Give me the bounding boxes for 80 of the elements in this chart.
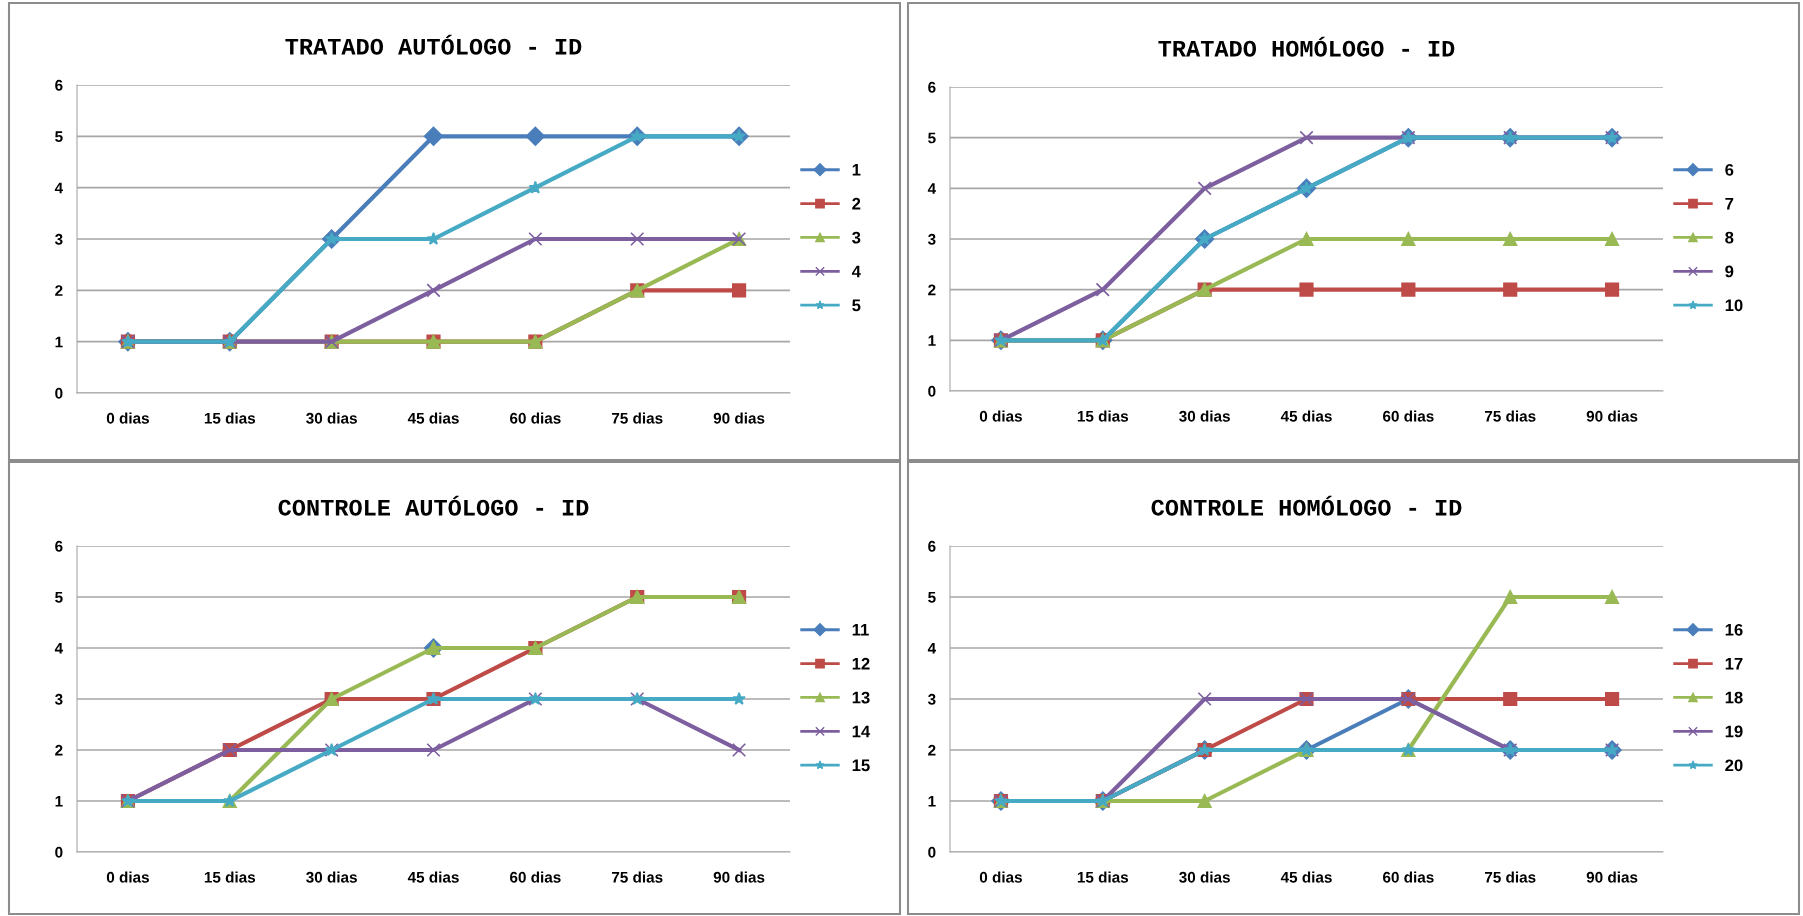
y-tick-label: 6 — [55, 540, 63, 552]
y-tick-label: 5 — [928, 132, 936, 144]
x-tick-label: 45 dias — [407, 412, 459, 424]
y-tick-label: 5 — [928, 592, 936, 603]
x-tick-label: 0 dias — [106, 412, 149, 424]
x-tick-label: 0 dias — [979, 410, 1022, 422]
legend-label: 7 — [1725, 197, 1734, 210]
y-tick-label: 1 — [55, 336, 63, 348]
legend-label: 5 — [852, 299, 861, 312]
x-tick-label: 0 dias — [979, 871, 1022, 883]
chart-title: TRATADO HOMÓLOGO - ID — [1158, 36, 1455, 57]
x-tick-label: 60 dias — [1383, 871, 1434, 883]
x-tick-label: 30 dias — [306, 412, 357, 424]
legend-label: 20 — [1725, 759, 1743, 772]
y-tick-label: 0 — [55, 846, 63, 858]
x-tick-label: 15 dias — [1077, 871, 1129, 883]
x-tick-label: 30 dias — [1179, 871, 1230, 883]
x-tick-label: 15 dias — [1077, 410, 1129, 422]
y-tick-label: 4 — [927, 183, 937, 194]
legend-label: 8 — [1725, 231, 1734, 244]
y-tick-label: 5 — [55, 131, 63, 143]
x-tick-label: 45 dias — [1280, 410, 1332, 422]
y-tick-label: 6 — [928, 540, 936, 552]
legend-label: 19 — [1725, 725, 1743, 738]
x-tick-label: 75 dias — [1484, 410, 1536, 422]
x-tick-label: 30 dias — [1179, 410, 1230, 422]
x-tick-label: 90 dias — [1586, 410, 1638, 422]
y-tick-label: 3 — [927, 693, 936, 705]
legend-label: 11 — [852, 624, 869, 636]
x-tick-label: 0 dias — [106, 871, 149, 883]
x-tick-label: 90 dias — [1586, 871, 1638, 883]
legend-label: 9 — [1725, 265, 1734, 278]
y-tick-label: 6 — [928, 81, 936, 93]
legend-label: 3 — [852, 231, 861, 244]
y-tick-label: 6 — [55, 79, 63, 91]
legend-label: 6 — [1725, 163, 1734, 176]
legend-label: 1 — [852, 164, 861, 176]
x-tick-label: 45 dias — [1280, 871, 1332, 883]
y-tick-label: 0 — [928, 385, 936, 397]
y-tick-label: 1 — [928, 796, 936, 807]
chart-title: CONTROLE AUTÓLOGO - ID — [278, 495, 589, 516]
y-tick-label: 1 — [928, 335, 936, 346]
x-tick-label: 45 dias — [407, 871, 459, 883]
x-tick-label: 75 dias — [1484, 871, 1536, 883]
legend-label: 16 — [1725, 623, 1743, 636]
y-tick-label: 2 — [55, 744, 63, 756]
x-tick-label: 75 dias — [611, 871, 663, 883]
legend-label: 15 — [852, 759, 870, 772]
legend-label: 4 — [851, 265, 861, 278]
y-tick-label: 5 — [55, 592, 63, 603]
y-tick-label: 3 — [927, 233, 936, 245]
legend-label: 2 — [852, 197, 861, 210]
y-tick-label: 2 — [928, 284, 936, 296]
y-tick-label: 4 — [54, 643, 64, 654]
y-tick-label: 3 — [54, 693, 63, 705]
x-tick-label: 75 dias — [611, 412, 663, 424]
legend-label: 13 — [852, 691, 870, 704]
chart-title: TRATADO AUTÓLOGO - ID — [285, 34, 582, 55]
chart-title: CONTROLE HOMÓLOGO - ID — [1151, 495, 1462, 516]
legend-label: 12 — [852, 657, 870, 670]
y-tick-label: 4 — [927, 643, 937, 654]
y-tick-label: 3 — [54, 233, 63, 245]
x-tick-label: 60 dias — [510, 412, 561, 424]
legend-label: 17 — [1725, 657, 1743, 670]
legend-label: 10 — [1725, 299, 1743, 312]
x-tick-label: 90 dias — [713, 871, 765, 883]
x-tick-label: 60 dias — [1383, 410, 1434, 422]
x-tick-label: 60 dias — [510, 871, 561, 883]
x-tick-label: 15 dias — [204, 871, 256, 883]
x-tick-label: 15 dias — [204, 412, 256, 424]
y-tick-label: 0 — [928, 846, 936, 858]
x-tick-label: 90 dias — [713, 412, 765, 424]
y-tick-label: 0 — [55, 387, 63, 399]
y-tick-label: 2 — [55, 285, 63, 296]
y-tick-label: 1 — [55, 796, 63, 807]
legend-label: 14 — [852, 725, 871, 738]
y-tick-label: 4 — [54, 182, 64, 194]
legend-label: 18 — [1725, 691, 1743, 704]
y-tick-label: 2 — [928, 744, 936, 756]
x-tick-label: 30 dias — [306, 871, 357, 883]
